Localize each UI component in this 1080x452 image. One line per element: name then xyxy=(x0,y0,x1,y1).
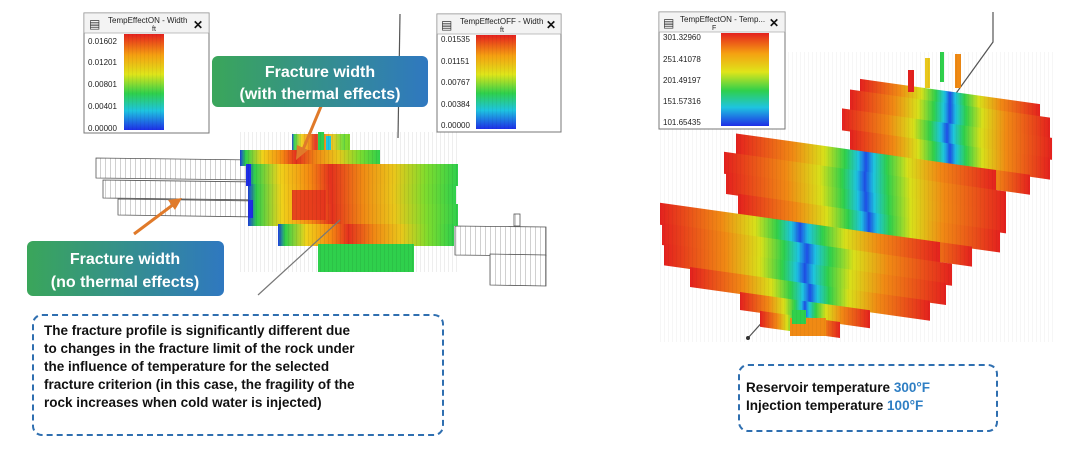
window-icon: ▤ xyxy=(441,18,452,32)
temperature-note: Reservoir temperature 300°F Injection te… xyxy=(738,364,998,432)
legend-color-bar xyxy=(721,33,769,126)
close-icon[interactable]: ✕ xyxy=(193,18,203,32)
note-line: fracture criterion (in this case, the fr… xyxy=(44,377,355,392)
legend-header xyxy=(436,13,562,35)
callout-line-2: (no thermal effects) xyxy=(51,274,199,291)
legend-tick-4: 0.00000 xyxy=(88,124,117,133)
no-thermal-grid-upper xyxy=(95,157,259,181)
legend-header xyxy=(83,12,210,34)
no-thermal-grid-lower xyxy=(117,198,259,218)
legend-tick-2: 201.49197 xyxy=(663,76,701,85)
reservoir-temperature-value: 300°F xyxy=(893,380,931,395)
injection-temperature-label: Injection temperature xyxy=(746,398,884,413)
legend-width-on: ▤ TempEffectON - Width ft ✕ 0.01602 0.01… xyxy=(83,12,210,134)
arrow-no-thermal-head xyxy=(168,198,182,210)
legend-header xyxy=(658,11,786,33)
callout-no-thermal: Fracture width (no thermal effects) xyxy=(27,241,224,296)
callout-line-1: Fracture width xyxy=(70,251,180,268)
legend-tick-3: 0.00384 xyxy=(441,100,470,109)
note-line: The fracture profile is significantly di… xyxy=(44,323,351,338)
legend-tick-0: 0.01535 xyxy=(441,35,470,44)
no-thermal-grid-mid xyxy=(102,179,259,201)
injection-temperature-row: Injection temperature 100°F xyxy=(746,397,990,415)
legend-tick-2: 0.00801 xyxy=(88,80,117,89)
close-icon[interactable]: ✕ xyxy=(546,18,556,32)
legend-tick-1: 0.01201 xyxy=(88,58,117,67)
no-thermal-grid-right-a xyxy=(454,225,547,257)
legend-tick-3: 151.57316 xyxy=(663,97,701,106)
no-thermal-grid-right-b xyxy=(489,253,547,287)
callout-arrows xyxy=(133,103,324,236)
legend-temperature-on: ▤ TempEffectON - Temp... F ✕ 301.32960 2… xyxy=(658,11,786,130)
note-line: rock increases when cold water is inject… xyxy=(44,395,322,410)
legend-unit: ft xyxy=(152,26,156,33)
callout-box xyxy=(27,241,224,296)
reservoir-temperature-label: Reservoir temperature xyxy=(746,380,891,395)
legend-tick-3: 0.00401 xyxy=(88,102,117,111)
injection-temperature-value: 100°F xyxy=(887,398,924,413)
fracture-width-mesh xyxy=(95,132,547,287)
legend-tick-1: 251.41078 xyxy=(663,55,701,64)
note-line: to changes in the fracture limit of the … xyxy=(44,341,355,356)
legend-width-off: ▤ TempEffectOFF - Width ft ✕ 0.01535 0.0… xyxy=(436,13,562,133)
legend-tick-4: 0.00000 xyxy=(441,121,470,130)
legend-unit: ft xyxy=(500,27,504,34)
leader-line-off xyxy=(257,219,341,296)
legend-tick-0: 0.01602 xyxy=(88,37,117,46)
legend-title: TempEffectON - Temp... xyxy=(680,15,765,24)
fracture-profile-note: The fracture profile is significantly di… xyxy=(32,314,444,436)
arrow-with-thermal-head xyxy=(296,145,308,160)
window-icon: ▤ xyxy=(663,16,674,30)
callout-box xyxy=(212,56,428,107)
legend-tick-0: 301.32960 xyxy=(663,33,701,42)
window-icon: ▤ xyxy=(89,17,100,31)
legend-histogram xyxy=(124,34,164,130)
arrow-with-thermal xyxy=(300,103,324,153)
legend-title: TempEffectOFF - Width xyxy=(460,17,543,26)
callout-with-thermal: Fracture width (with thermal effects) xyxy=(212,56,428,107)
legend-tick-4: 101.65435 xyxy=(663,118,701,127)
no-thermal-grid-stub xyxy=(513,213,521,227)
legend-unit: F xyxy=(712,25,716,32)
callout-line-2: (with thermal effects) xyxy=(240,86,401,103)
legend-histogram xyxy=(476,35,516,129)
note-line: the influence of temperature for the sel… xyxy=(44,359,330,374)
arrow-no-thermal xyxy=(133,202,175,236)
close-icon[interactable]: ✕ xyxy=(769,16,779,30)
legend-tick-2: 0.00767 xyxy=(441,78,470,87)
callout-line-1: Fracture width xyxy=(265,64,375,81)
legend-title: TempEffectON - Width xyxy=(108,16,187,25)
reservoir-temperature-row: Reservoir temperature 300°F xyxy=(746,379,990,397)
legend-tick-1: 0.01151 xyxy=(441,57,470,66)
mesh-column-lines xyxy=(240,132,460,272)
